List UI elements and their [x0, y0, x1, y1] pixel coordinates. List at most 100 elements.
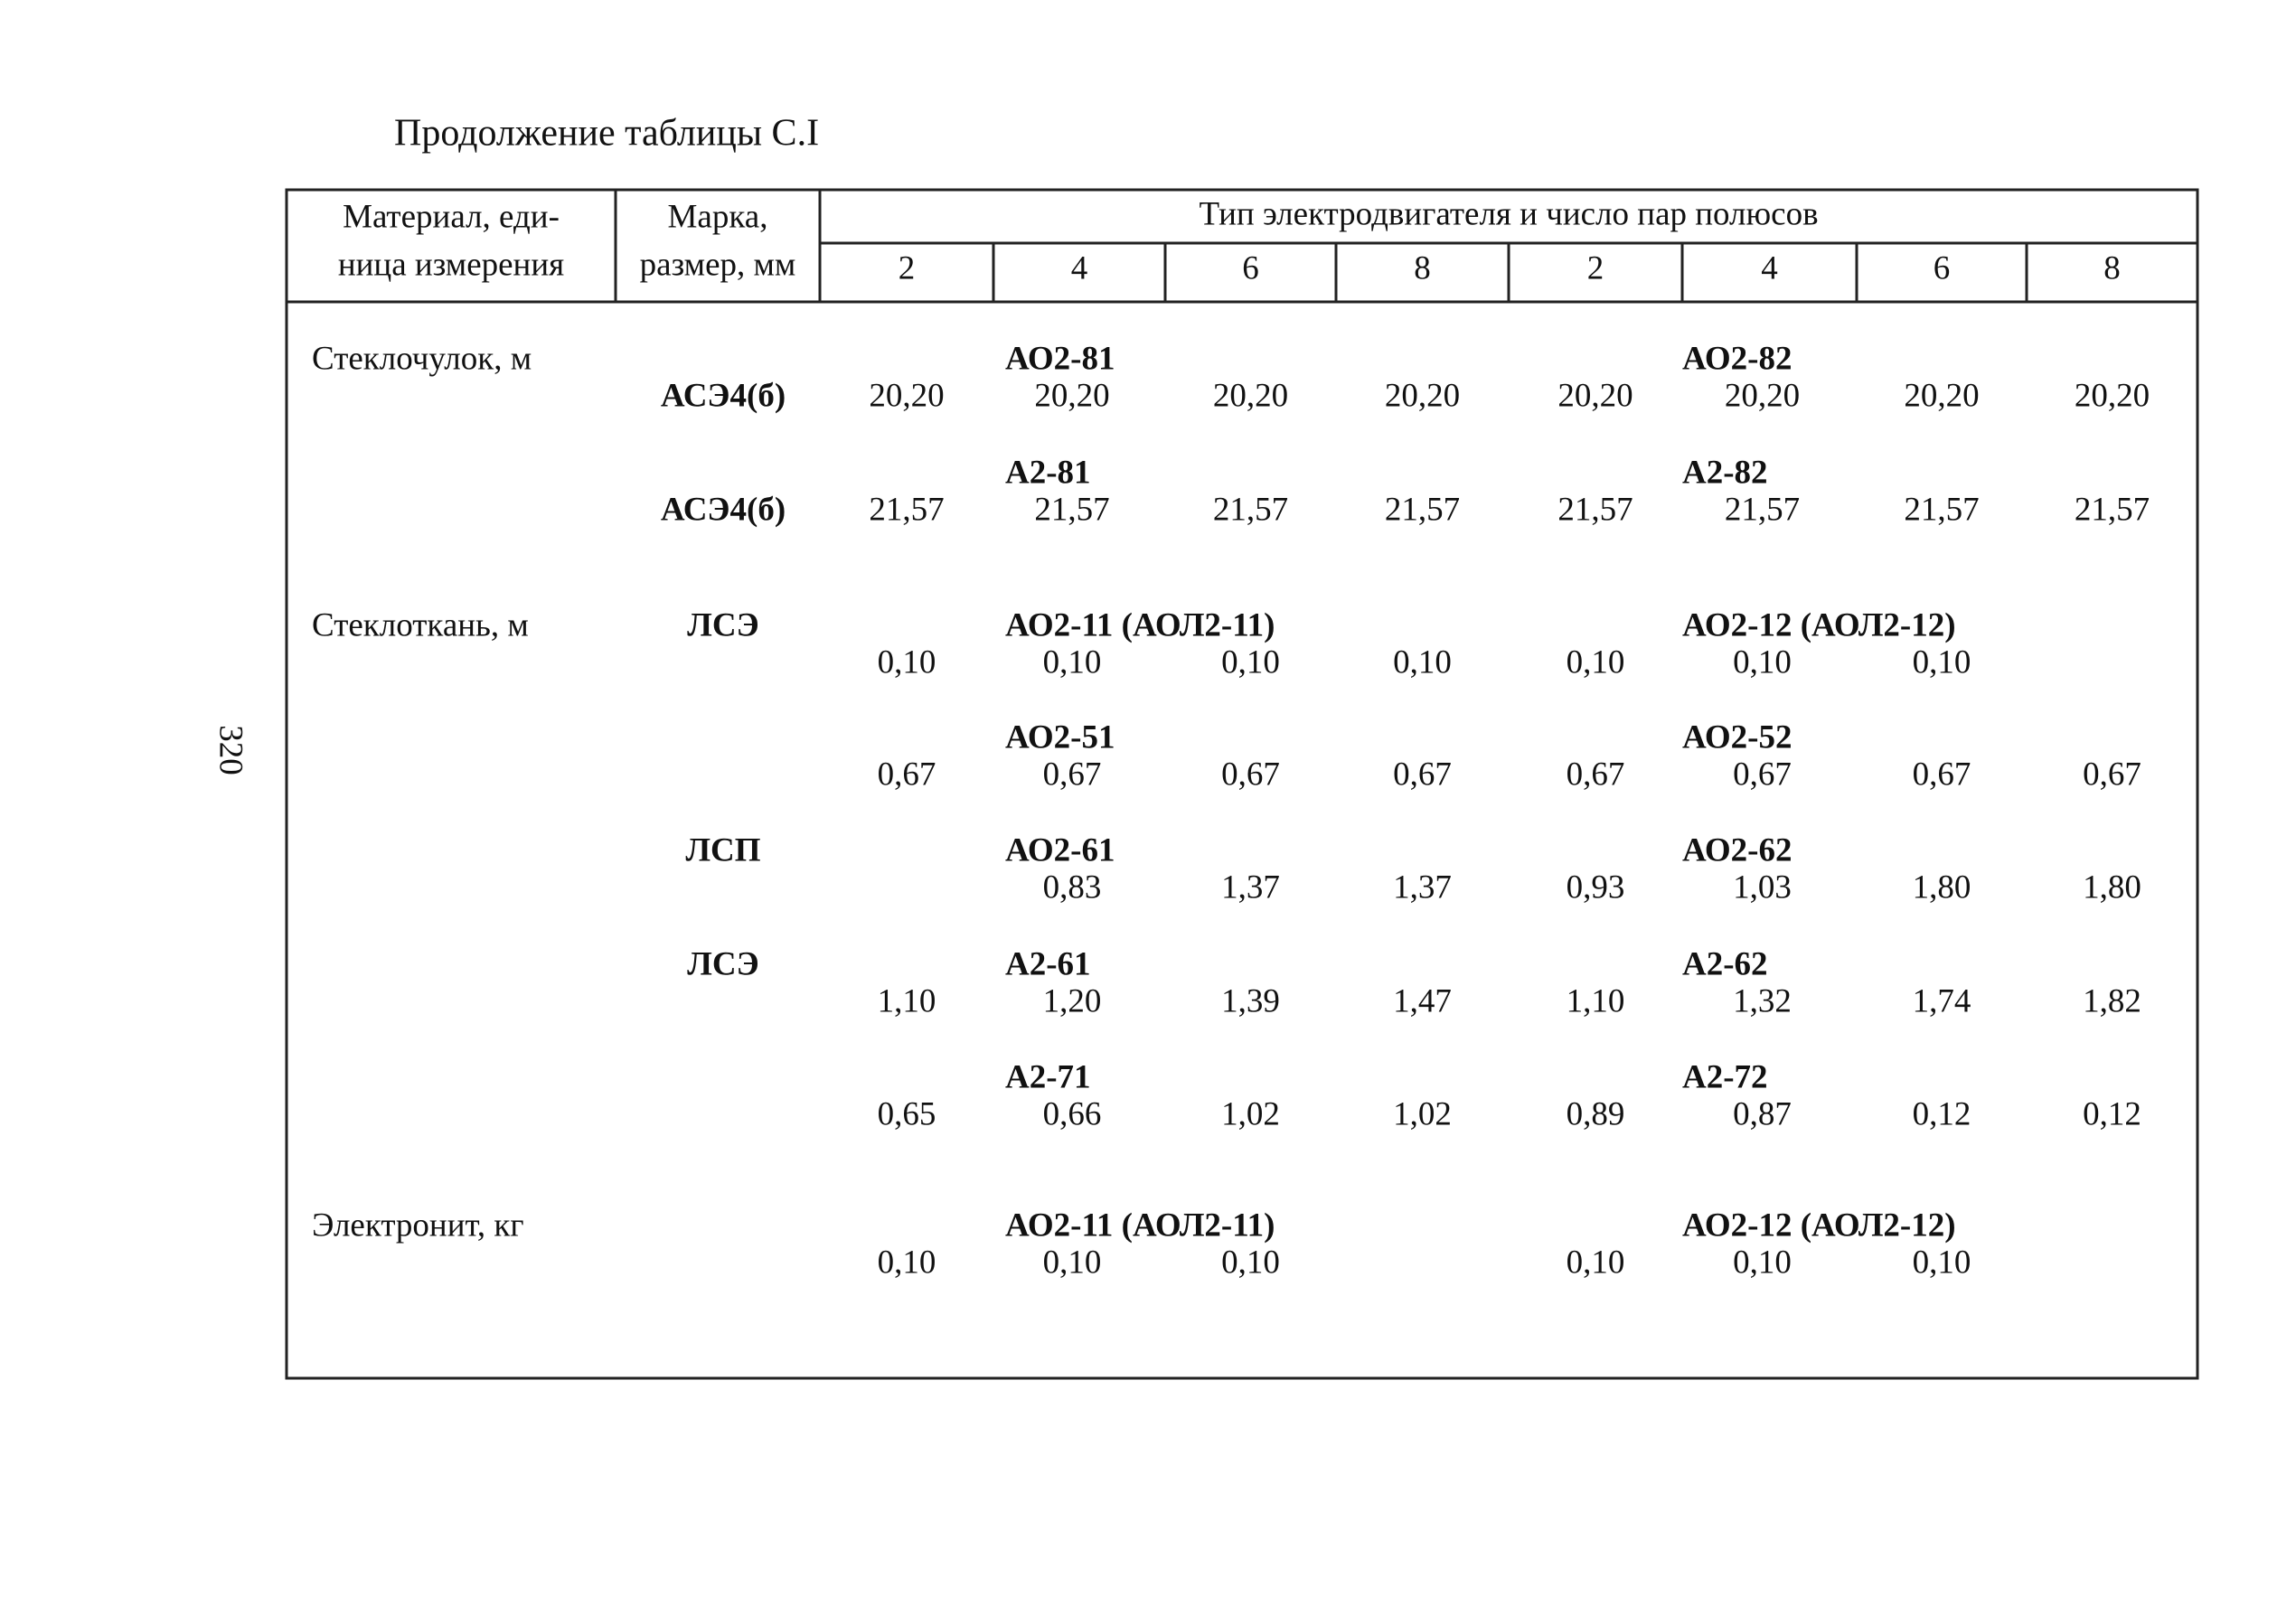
cell-value: 0,10: [1043, 1244, 1102, 1281]
cell-value: 1,02: [1393, 1095, 1452, 1132]
cell-value: 0,10: [878, 643, 936, 681]
motor-type: АО2-62: [1682, 831, 1792, 869]
cell-value: 1,20: [1043, 982, 1102, 1019]
header-cell: Материал, еди-: [343, 198, 560, 235]
cell-value: 0,12: [2083, 1095, 2141, 1132]
cell-value: 0,66: [1043, 1095, 1102, 1132]
pole-header: 6: [1242, 249, 1259, 286]
cell-value: 1,39: [1221, 982, 1280, 1019]
cell-value: 21,57: [1213, 491, 1288, 528]
cell-value: 0,83: [1043, 869, 1102, 906]
header-cell: Марка,: [668, 198, 768, 235]
motor-type: АО2-61: [1005, 831, 1115, 869]
cell-value: 1,82: [2083, 982, 2141, 1019]
pole-header: 2: [1587, 249, 1604, 286]
cell-value: 0,10: [1913, 643, 1971, 681]
cell-value: 20,20: [2075, 377, 2150, 414]
cell-value: 21,57: [2075, 491, 2150, 528]
cell-value: 0,10: [1221, 643, 1280, 681]
mark: АСЭ4(б): [661, 491, 786, 528]
motor-type: А2-61: [1005, 945, 1091, 982]
cell-value: 20,20: [1034, 377, 1109, 414]
cell-value: 1,37: [1393, 869, 1452, 906]
cell-value: 0,10: [1043, 643, 1102, 681]
cell-value: 0,93: [1567, 869, 1625, 906]
mark: ЛСП: [685, 831, 760, 869]
table-border: [285, 188, 2199, 1380]
cell-value: 1,74: [1913, 982, 1971, 1019]
material: Электронит, кг: [312, 1207, 524, 1244]
motor-type: АО2-52: [1682, 718, 1792, 756]
cell-value: 21,57: [1034, 491, 1109, 528]
cell-value: 20,20: [1725, 377, 1800, 414]
motor-type: АО2-12 (АОЛ2-12): [1682, 606, 1956, 643]
pole-header: 2: [899, 249, 916, 286]
motor-type: А2-71: [1005, 1058, 1091, 1095]
cell-value: 0,10: [1567, 643, 1625, 681]
cell-value: 0,65: [878, 1095, 936, 1132]
cell-value: 0,87: [1733, 1095, 1792, 1132]
motor-type: АО2-11 (АОЛ2-11): [1005, 606, 1275, 643]
material: Стеклоткань, м: [312, 606, 529, 643]
cell-value: 1,37: [1221, 869, 1280, 906]
cell-value: 0,10: [1567, 1244, 1625, 1281]
cell-value: 20,20: [1213, 377, 1288, 414]
cell-value: 20,20: [1904, 377, 1979, 414]
cell-value: 1,80: [2083, 869, 2141, 906]
cell-value: 0,10: [1913, 1244, 1971, 1281]
cell-value: 21,57: [1725, 491, 1800, 528]
cell-value: 20,20: [1385, 377, 1460, 414]
header-cell: Тип электродвигателя и число пар полюсов: [1199, 195, 1818, 232]
cell-value: 1,80: [1913, 869, 1971, 906]
cell-value: 1,10: [1567, 982, 1625, 1019]
cell-value: 0,67: [1221, 756, 1280, 793]
cell-value: 0,67: [1733, 756, 1792, 793]
motor-type: А2-72: [1682, 1058, 1768, 1095]
cell-value: 0,10: [1733, 1244, 1792, 1281]
table-title: Продолжение таблицы С.I: [394, 113, 819, 155]
pole-header: 8: [1414, 249, 1431, 286]
pole-header: 6: [1934, 249, 1951, 286]
cell-value: 1,03: [1733, 869, 1792, 906]
motor-type: А2-81: [1005, 454, 1091, 491]
pole-header: 4: [1761, 249, 1778, 286]
motor-type: АО2-11 (АОЛ2-11): [1005, 1207, 1275, 1244]
cell-value: 1,47: [1393, 982, 1452, 1019]
mark: АСЭ4(б): [661, 377, 786, 414]
cell-value: 0,10: [1733, 643, 1792, 681]
cell-value: 0,12: [1913, 1095, 1971, 1132]
cell-value: 0,67: [1913, 756, 1971, 793]
cell-value: 0,67: [1567, 756, 1625, 793]
cell-value: 1,32: [1733, 982, 1792, 1019]
cell-value: 0,67: [1043, 756, 1102, 793]
material: Стеклочулок, м: [312, 340, 532, 377]
cell-value: 21,57: [1557, 491, 1633, 528]
motor-type: АО2-81: [1005, 340, 1115, 377]
pole-header: 4: [1071, 249, 1088, 286]
page-number: 320: [212, 725, 249, 775]
motor-type: АО2-51: [1005, 718, 1115, 756]
cell-value: 0,67: [2083, 756, 2141, 793]
cell-value: 21,57: [1904, 491, 1979, 528]
cell-value: 21,57: [869, 491, 944, 528]
cell-value: 0,67: [1393, 756, 1452, 793]
header-cell: размер, мм: [640, 246, 796, 283]
cell-value: 1,10: [878, 982, 936, 1019]
header-cell: ница измерения: [338, 246, 564, 283]
cell-value: 20,20: [1557, 377, 1633, 414]
cell-value: 0,67: [878, 756, 936, 793]
cell-value: 21,57: [1385, 491, 1460, 528]
motor-type: АО2-12 (АОЛ2-12): [1682, 1207, 1956, 1244]
cell-value: 1,02: [1221, 1095, 1280, 1132]
cell-value: 0,10: [1221, 1244, 1280, 1281]
cell-value: 20,20: [869, 377, 944, 414]
motor-type: А2-82: [1682, 454, 1768, 491]
cell-value: 0,89: [1567, 1095, 1625, 1132]
mark: ЛСЭ: [687, 945, 758, 982]
mark: ЛСЭ: [687, 606, 758, 643]
motor-type: А2-62: [1682, 945, 1768, 982]
pole-header: 8: [2103, 249, 2121, 286]
motor-type: АО2-82: [1682, 340, 1792, 377]
cell-value: 0,10: [1393, 643, 1452, 681]
